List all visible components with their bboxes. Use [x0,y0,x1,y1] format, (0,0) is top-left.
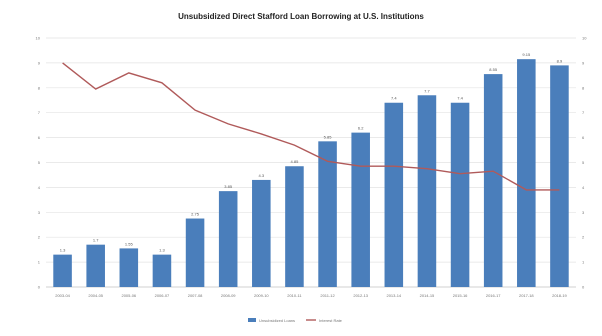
data-label: 7.7 [424,88,430,93]
x-tick-label: 2010-11 [287,293,302,298]
x-tick-label: 2014-15 [420,293,435,298]
bar [450,102,470,288]
bar [285,166,304,287]
y-right-tick-label: 10 [582,36,587,41]
y-right-tick-label: 7 [582,110,585,115]
y-right-tick-label: 2 [582,235,585,240]
x-tick-label: 2012-13 [353,293,368,298]
data-label: 8.9 [557,58,563,63]
y-tick-label: 4 [38,185,41,190]
y-tick-label: 10 [36,36,41,41]
data-label: 6.2 [358,126,364,131]
data-label: 7.4 [391,96,397,101]
y-right-tick-label: 1 [582,260,585,265]
y-tick-label: 0 [38,285,41,290]
x-tick-label: 2007-08 [188,293,203,298]
data-label: 9.15 [522,52,531,57]
legend-swatch-bars [248,318,256,322]
x-tick-label: 2003-04 [55,293,70,298]
data-label: 4.3 [259,173,265,178]
bar [218,191,238,287]
chart-title: Unsubsidized Direct Stafford Loan Borrow… [178,12,424,21]
legend-label: Unsubsidized Loans [259,318,295,323]
y-tick-label: 3 [38,210,41,215]
y-right-tick-label: 9 [582,60,585,65]
bar [483,74,503,287]
x-tick-label: 2013-14 [386,293,401,298]
y-tick-label: 2 [38,235,41,240]
y-right-tick-label: 5 [582,160,585,165]
y-right-tick-label: 8 [582,85,585,90]
bar [119,248,139,287]
x-tick-label: 2015-16 [453,293,468,298]
data-label: 4.85 [291,159,300,164]
bar [351,132,370,287]
bar [185,218,205,287]
x-tick-label: 2016-17 [486,293,501,298]
x-tick-label: 2017-18 [519,293,534,298]
bar [53,254,72,287]
x-tick-label: 2018-19 [552,293,567,298]
data-label: 2.75 [191,212,200,217]
bar [517,59,536,287]
y-right-tick-label: 4 [582,185,585,190]
x-tick-label: 2008-09 [221,293,236,298]
x-tick-label: 2009-10 [254,293,269,298]
x-tick-label: 2006-07 [155,293,170,298]
data-label: 1.7 [93,238,99,243]
y-tick-label: 9 [38,60,41,65]
series-line [62,62,560,191]
data-label: 1.3 [60,248,66,253]
bar [152,254,172,287]
x-tick-label: 2005-06 [121,293,136,298]
x-tick-label: 2011-12 [320,293,335,298]
y-right-tick-label: 0 [582,285,585,290]
y-tick-label: 8 [38,85,41,90]
bar [318,141,337,287]
data-label: 7.4 [457,96,463,101]
data-label: 3.85 [224,184,233,189]
legend-label: Interest Rate [319,318,343,323]
y-right-tick-label: 6 [582,135,585,140]
y-right-tick-label: 3 [582,210,585,215]
y-tick-label: 7 [38,110,41,115]
data-label: 8.55 [489,67,498,72]
y-tick-label: 6 [38,135,41,140]
data-label: 5.85 [324,134,333,139]
bar [417,95,437,288]
y-tick-label: 1 [38,260,41,265]
y-tick-label: 5 [38,160,41,165]
bar [384,102,404,288]
data-label: 1.3 [159,248,165,253]
bar [86,244,105,287]
data-label: 1.55 [125,241,134,246]
x-tick-label: 2004-05 [88,293,103,298]
bar [252,179,271,287]
bar [550,65,569,287]
